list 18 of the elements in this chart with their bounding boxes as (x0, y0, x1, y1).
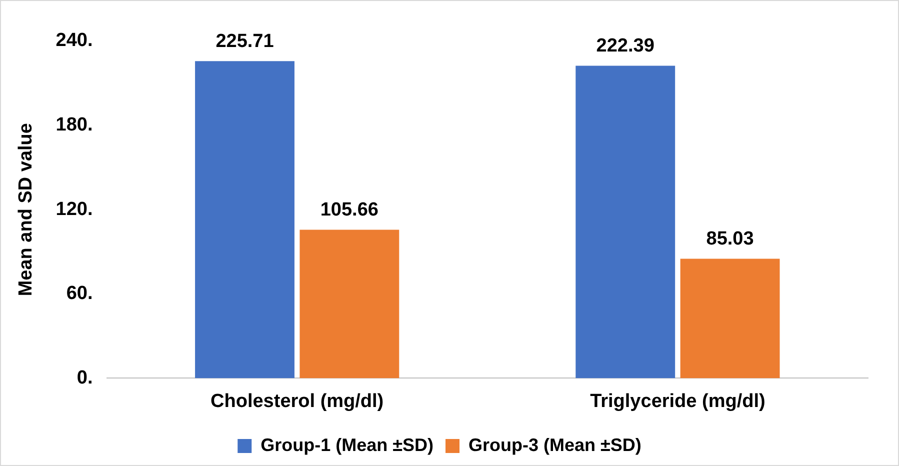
x-tick-label: Triglyceride (mg/dl) (590, 390, 766, 412)
y-tick-label: 180. (56, 114, 93, 136)
legend-label: Group-3 (Mean ±SD) (468, 434, 642, 455)
y-tick-label: 0. (76, 367, 93, 388)
y-tick-label: 120. (56, 198, 93, 220)
bar (576, 66, 676, 378)
legend-label: Group-1 (Mean ±SD) (260, 434, 434, 455)
y-tick-label: 60. (66, 283, 93, 304)
bar (195, 61, 294, 378)
y-tick-label: 240. (56, 30, 93, 52)
y-axis-title: Mean and SD value (16, 123, 37, 296)
bar (300, 230, 400, 378)
data-label: 105.66 (320, 199, 378, 220)
data-label: 225.71 (216, 30, 274, 52)
data-label: 85.03 (706, 228, 754, 250)
x-tick-label: Cholesterol (mg/dl) (210, 390, 384, 412)
bar (680, 258, 780, 378)
data-label: 222.39 (596, 35, 654, 56)
